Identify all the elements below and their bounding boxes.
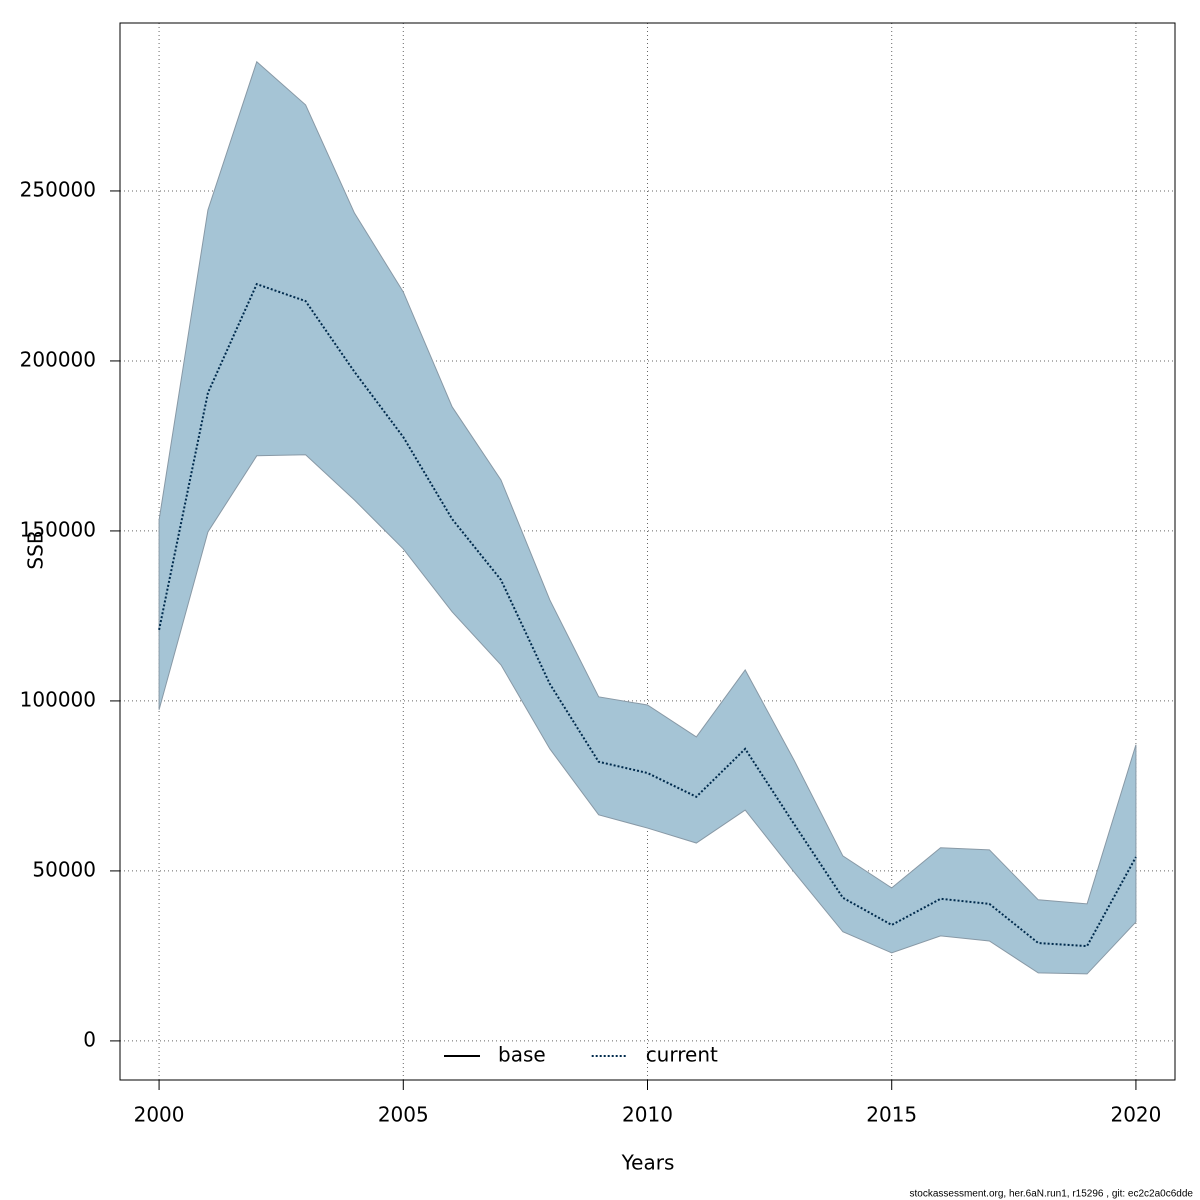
series-line	[158, 282, 1137, 948]
y-tick-label: 0	[83, 1027, 96, 1051]
y-tick-label: 250000	[20, 177, 96, 201]
footer: stockassessment.org, her.6aN.run1, r1529…	[909, 1189, 1193, 1200]
legend-label: current	[646, 1043, 718, 1067]
confidence-band	[158, 60, 1137, 975]
x-tick-label: 2000	[134, 1103, 185, 1127]
legend-label: base	[498, 1043, 546, 1067]
x-tick-label: 2005	[378, 1103, 429, 1127]
x-tick-label: 2015	[866, 1103, 917, 1127]
x-tick-label: 2020	[1110, 1103, 1161, 1127]
y-tick-label: 200000	[20, 347, 96, 371]
x-axis-label: Years	[621, 1151, 675, 1175]
y-tick-label: 50000	[32, 857, 96, 881]
x-tick-label: 2010	[622, 1103, 673, 1127]
y-tick-label: 100000	[20, 687, 96, 711]
y-tick-label: 150000	[20, 517, 96, 541]
y-axis-label: SSB	[24, 530, 48, 569]
